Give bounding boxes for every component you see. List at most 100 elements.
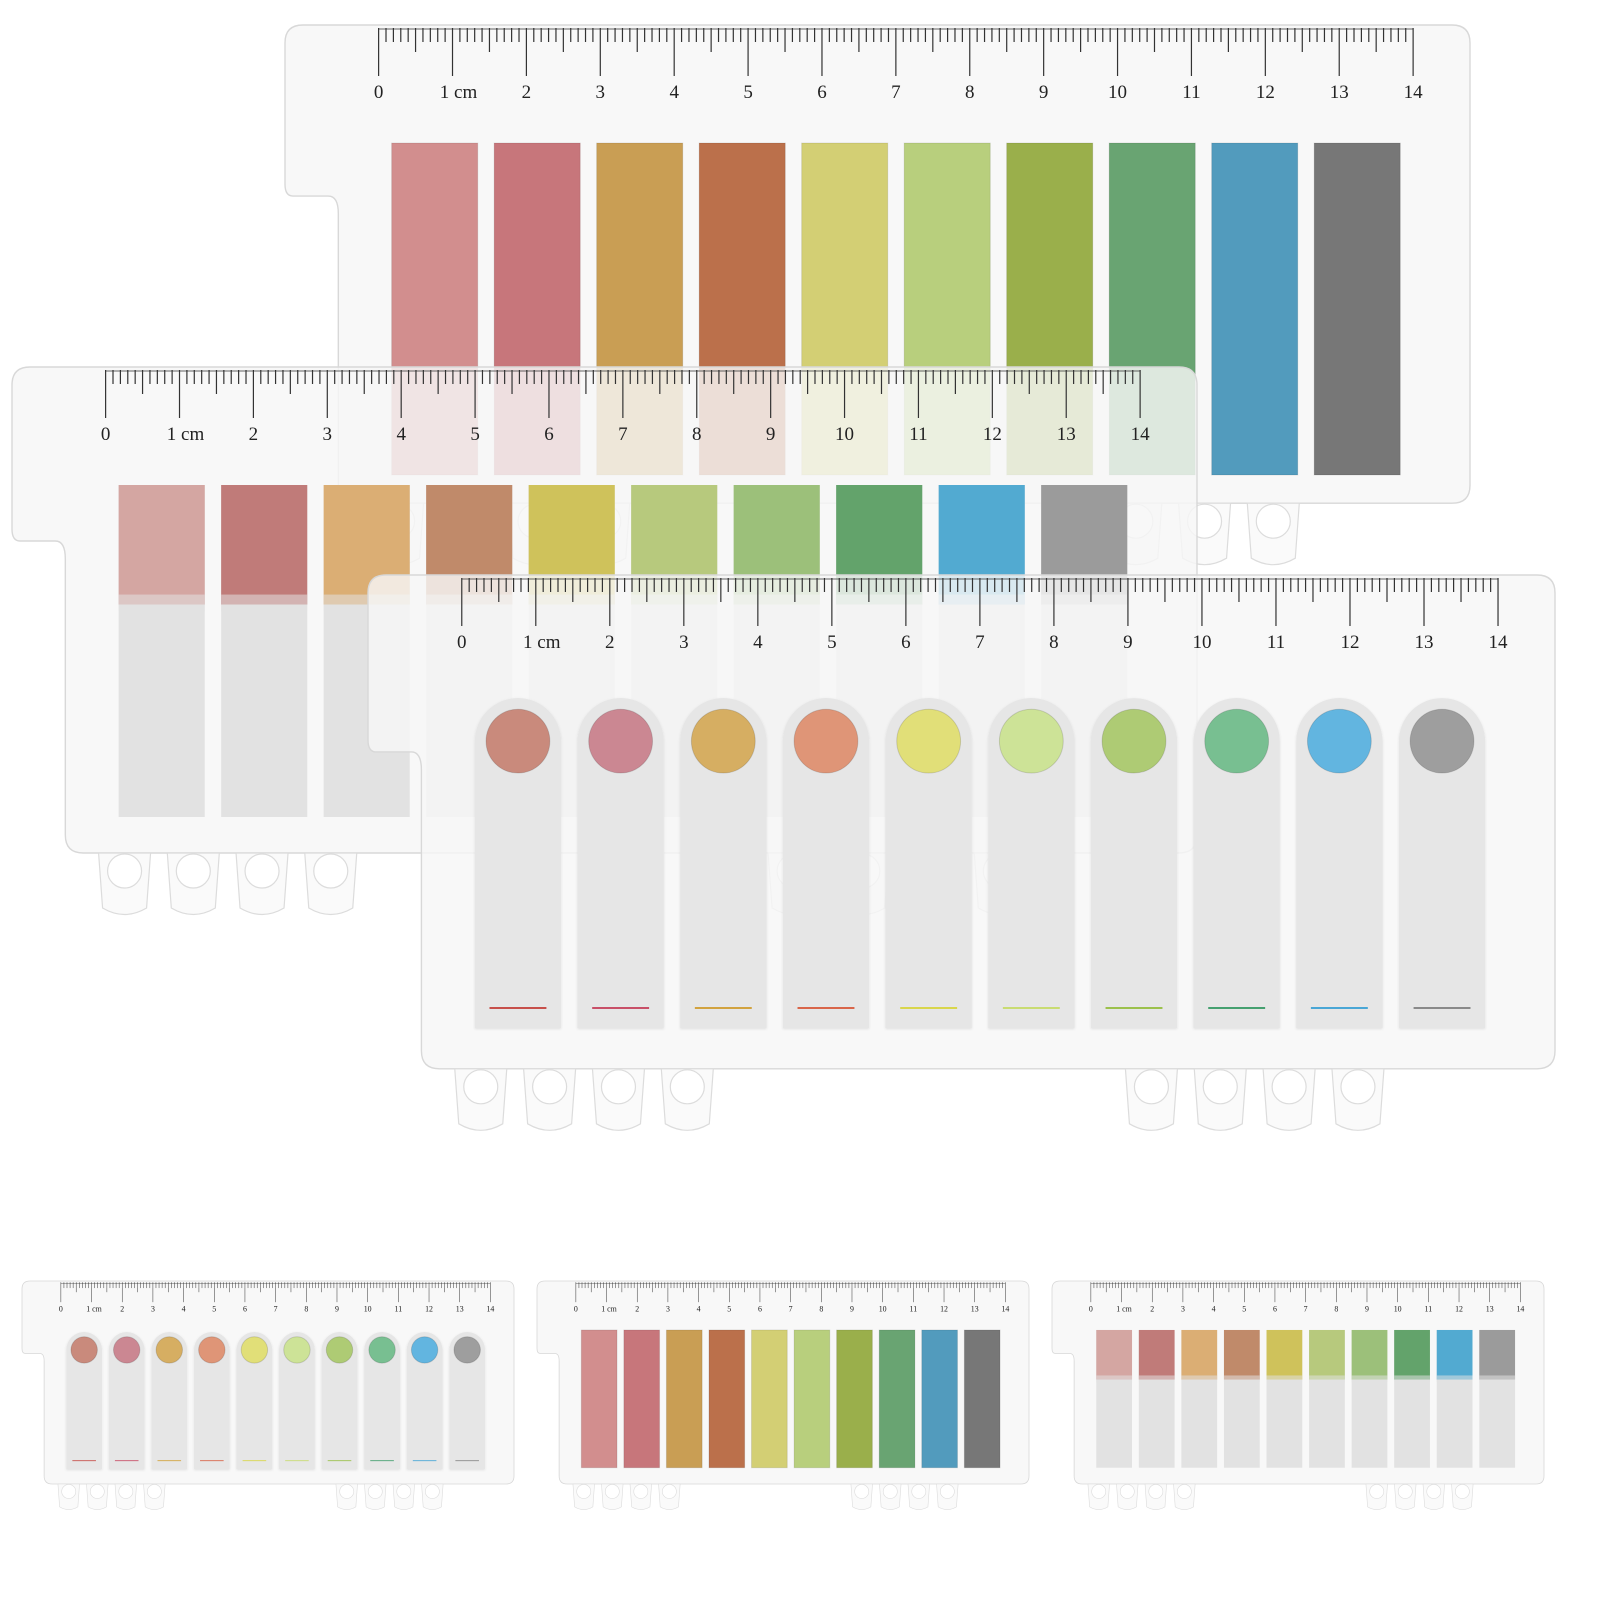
color-tab-3: [665, 1329, 703, 1469]
sheet-tab-row: [474, 698, 1486, 1028]
ruler-label-10: 10: [364, 1304, 372, 1313]
ruler-label-2: 2: [522, 82, 532, 103]
ruler-label-11: 11: [910, 1304, 918, 1313]
ruler-label-2: 2: [249, 424, 259, 445]
color-tab-2: [623, 1329, 661, 1469]
ruler-label-10: 10: [1108, 82, 1127, 103]
ruler-label-7: 7: [1304, 1304, 1308, 1313]
ruler-label-12: 12: [1455, 1304, 1463, 1313]
ruler-label-13: 13: [1486, 1304, 1494, 1313]
dot-tab-7-circle: [325, 1336, 354, 1364]
ruler-label-11: 11: [1182, 82, 1200, 103]
fade-tab-1-color: [118, 485, 205, 605]
dot-tab-1-circle: [485, 708, 551, 774]
dot-tab-8: [1193, 698, 1280, 1028]
ruler-label-14: 14: [486, 1304, 494, 1313]
ruler-label-7: 7: [975, 632, 985, 653]
ruler-label-6: 6: [1273, 1304, 1277, 1313]
ruler-label-11: 11: [1425, 1304, 1433, 1313]
ruler-label-14: 14: [1001, 1304, 1009, 1313]
ruler-label-1: 1 cm: [1116, 1304, 1132, 1313]
ruler-label-7: 7: [891, 82, 901, 103]
ruler-label-7: 7: [789, 1304, 793, 1313]
ruler-label-9: 9: [850, 1304, 854, 1313]
sheet-tab-row: [1096, 1329, 1516, 1468]
ruler-label-1: 1 cm: [86, 1304, 102, 1313]
ruler-label-4: 4: [396, 424, 406, 445]
dot-tab-3: [151, 1332, 188, 1469]
color-tab-9: [921, 1329, 958, 1469]
ruler-label-5: 5: [212, 1304, 216, 1313]
ruler-label-9: 9: [1123, 632, 1133, 653]
ruler-label-8: 8: [1334, 1304, 1338, 1313]
color-tab-8: [878, 1329, 916, 1469]
dot-tab-sheet-front: 0 1 cm 2 3 4 5 6 7 8 9 10 11 12 13 14: [367, 574, 1556, 1245]
dot-tab-1: [474, 698, 562, 1028]
dot-tab-5-circle: [896, 708, 962, 774]
ruler-label-9: 9: [766, 424, 776, 445]
dot-tab-8-circle: [368, 1336, 396, 1364]
sheet-bottom-tabs: [454, 1068, 1385, 1131]
ruler-label-4: 4: [697, 1304, 701, 1313]
dot-tab-6-circle: [283, 1336, 311, 1364]
dot-tab-7: [1090, 698, 1178, 1028]
ruler-label-11: 11: [1267, 632, 1285, 653]
dot-tab-3-circle: [155, 1336, 183, 1364]
dot-tab-9-circle: [1306, 708, 1372, 774]
ruler-label-4: 4: [753, 632, 763, 653]
ruler-label-7: 7: [618, 424, 628, 445]
dot-tab-4-circle: [793, 708, 859, 774]
ruler-label-3: 3: [323, 424, 333, 445]
dot-tab-2: [577, 698, 664, 1028]
ruler-label-14: 14: [1516, 1304, 1524, 1313]
dot-tab-5-circle: [240, 1336, 269, 1364]
fade-tab-7-color: [1351, 1329, 1388, 1380]
ruler-label-9: 9: [1039, 82, 1049, 103]
dot-tab-4: [782, 698, 870, 1028]
dot-tab-10-circle: [1409, 708, 1475, 774]
ruler-label-3: 3: [151, 1304, 155, 1313]
sheet-ruler: 0 1 cm 2 3 4 5 6 7 8 9 10 11 12 13 14: [457, 578, 1508, 653]
fade-tab-8-color: [1394, 1329, 1430, 1380]
ruler-label-0: 0: [59, 1304, 63, 1313]
ruler-label-3: 3: [1181, 1304, 1185, 1313]
sheet-tab-row: [66, 1332, 486, 1469]
fade-tab-1-color: [1096, 1329, 1133, 1380]
dot-tab-6: [279, 1332, 315, 1469]
color-tab-10: [1313, 142, 1401, 476]
sheet-ruler: 0 1 cm 2 3 4 5 6 7 8 9 10 11 12 13 14: [101, 370, 1150, 445]
ruler-label-3: 3: [666, 1304, 670, 1313]
sheet-ruler: 0 1 cm 2 3 4 5 6 7 8 9 10 11 12 13 14: [374, 28, 1423, 103]
ruler-label-13: 13: [1415, 632, 1434, 653]
ruler-label-5: 5: [1242, 1304, 1246, 1313]
ruler-label-2: 2: [635, 1304, 639, 1313]
fade-tab-3-color: [1181, 1329, 1218, 1380]
dot-tab-5: [236, 1332, 273, 1469]
ruler-label-13: 13: [1330, 82, 1349, 103]
ruler-label-8: 8: [304, 1304, 308, 1313]
ruler-label-10: 10: [1192, 632, 1211, 653]
ruler-label-6: 6: [901, 632, 911, 653]
dot-tab-1-circle: [70, 1336, 98, 1364]
ruler-label-6: 6: [243, 1304, 247, 1313]
ruler-label-6: 6: [544, 424, 554, 445]
ruler-label-0: 0: [101, 424, 111, 445]
color-tab-6: [793, 1329, 831, 1469]
dot-tab-8-circle: [1204, 708, 1270, 774]
thumbnail-fade-tab-sheet: 0 1 cm 2 3 4 5 6 7 8 9 10 11 12 13 14: [1051, 1280, 1545, 1510]
color-tab-5: [751, 1329, 788, 1469]
dot-tab-5: [885, 698, 972, 1028]
dot-tab-7-circle: [1101, 708, 1167, 774]
dot-tab-10: [449, 1332, 486, 1469]
ruler-label-4: 4: [182, 1304, 186, 1313]
fade-tab-6-color: [1309, 1329, 1345, 1380]
dot-tab-9-circle: [410, 1336, 439, 1364]
ruler-label-10: 10: [835, 424, 854, 445]
ruler-label-2: 2: [1150, 1304, 1154, 1313]
ruler-label-0: 0: [574, 1304, 578, 1313]
ruler-label-8: 8: [692, 424, 702, 445]
fade-tab-10-color: [1479, 1329, 1516, 1380]
fade-tab-5-color: [1266, 1329, 1303, 1380]
ruler-label-13: 13: [1057, 424, 1076, 445]
